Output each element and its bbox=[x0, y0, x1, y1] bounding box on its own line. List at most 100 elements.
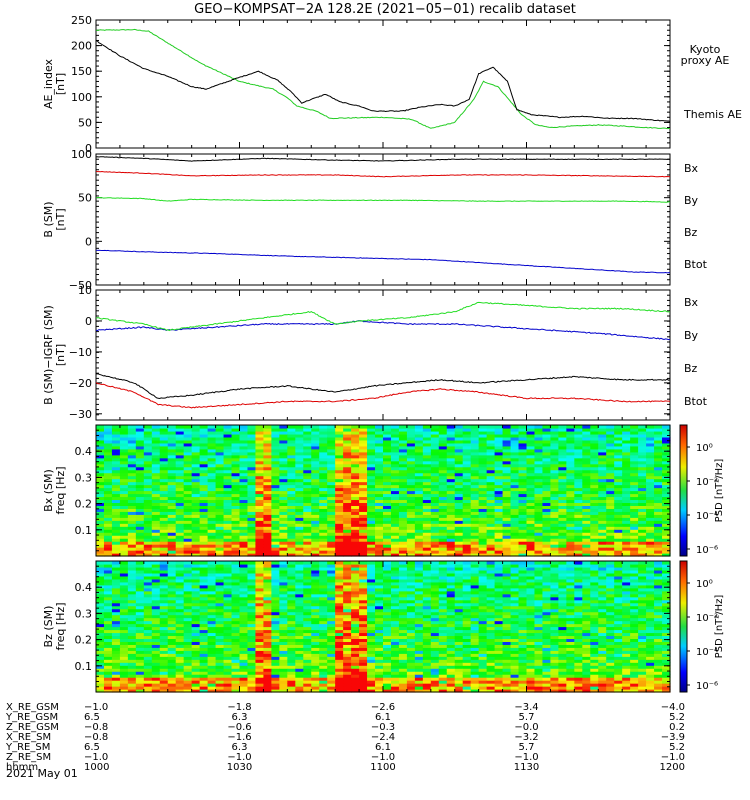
spectrogram-cell bbox=[167, 608, 177, 613]
spectrogram-cell bbox=[430, 448, 440, 453]
spectrogram-cell bbox=[103, 608, 113, 613]
spectrogram-cell bbox=[646, 493, 655, 498]
spectrogram-cell bbox=[590, 520, 599, 524]
spectrogram-cell bbox=[454, 499, 464, 504]
spectrogram-cell bbox=[343, 427, 352, 432]
spectrogram-cell bbox=[502, 466, 512, 471]
spectrogram-cell bbox=[119, 541, 129, 545]
spectrogram-cell bbox=[303, 662, 312, 666]
spectrogram-cell bbox=[143, 535, 153, 539]
spectrogram-cell bbox=[590, 445, 599, 450]
spectrogram-cell bbox=[103, 550, 113, 554]
spectrogram-cell bbox=[478, 514, 488, 518]
spectrogram-cell bbox=[143, 520, 153, 524]
spectrogram-cell bbox=[311, 484, 320, 489]
spectrogram-cell bbox=[367, 520, 376, 524]
spectrogram-cell bbox=[462, 478, 472, 483]
spectrogram-cell bbox=[510, 493, 520, 498]
spectrogram-cell bbox=[343, 463, 352, 468]
spectrogram-cell bbox=[111, 593, 121, 598]
spectrogram-cell bbox=[199, 532, 209, 536]
spectrogram-cell bbox=[462, 508, 472, 512]
spectrogram-cell bbox=[319, 490, 328, 495]
spectrogram-cell bbox=[566, 445, 575, 450]
spectrogram-cell bbox=[96, 653, 105, 657]
spectrogram-cell bbox=[518, 448, 528, 453]
spectrogram-cell bbox=[311, 566, 320, 571]
spectrogram-cell bbox=[135, 553, 145, 557]
spectrogram-cell bbox=[526, 427, 536, 432]
spectrogram-cell bbox=[119, 439, 129, 444]
spectrogram-cell bbox=[175, 635, 185, 640]
spectrogram-cell bbox=[406, 508, 416, 512]
spectrogram-cell bbox=[630, 499, 639, 504]
spectrogram-cell bbox=[574, 544, 583, 548]
spectrogram-cell bbox=[614, 511, 623, 515]
spectrogram-cell bbox=[183, 541, 193, 545]
spectrogram-cell bbox=[231, 499, 241, 504]
spectrogram-cell bbox=[175, 547, 185, 551]
spectrogram-cell bbox=[654, 538, 663, 542]
legend-btot: Btot bbox=[684, 258, 708, 271]
spectrogram-cell bbox=[239, 505, 249, 509]
spectrogram-cell bbox=[239, 563, 249, 568]
spectrogram-cell bbox=[215, 665, 225, 669]
spectrogram-cell bbox=[311, 514, 320, 518]
spectrogram-cell bbox=[558, 451, 567, 456]
spectrogram-cell bbox=[183, 686, 193, 690]
spectrogram-cell bbox=[223, 608, 233, 613]
spectrogram-cell bbox=[183, 463, 193, 468]
spectrogram-cell bbox=[287, 544, 296, 548]
spectrogram-cell bbox=[135, 668, 145, 672]
spectrogram-cell bbox=[175, 611, 185, 616]
spectrogram-cell bbox=[111, 508, 121, 512]
spectrogram-cell bbox=[351, 550, 360, 554]
spectrogram-cell bbox=[343, 484, 352, 489]
spectrogram-cell bbox=[215, 647, 225, 651]
spectrogram-cell bbox=[215, 544, 225, 548]
spectrogram-cell bbox=[558, 550, 567, 554]
spectrogram-cell bbox=[478, 478, 488, 483]
spectrogram-cell bbox=[534, 502, 544, 506]
spectrogram-cell bbox=[303, 644, 312, 648]
spectrogram-cell bbox=[359, 460, 368, 465]
spectrogram-cell bbox=[191, 635, 201, 640]
spectrogram-cell bbox=[295, 463, 304, 468]
spectrogram-cell bbox=[327, 508, 336, 512]
spectrogram-cell bbox=[135, 677, 145, 681]
spectrogram-cell bbox=[494, 472, 504, 477]
spectrogram-cell bbox=[470, 442, 480, 447]
spectrogram-cell bbox=[311, 538, 320, 542]
spectrogram-cell bbox=[398, 427, 408, 432]
spectrogram-cell bbox=[287, 442, 296, 447]
spectrogram-cell bbox=[327, 430, 336, 435]
spectrogram-cell bbox=[590, 425, 599, 429]
spectrogram-cell bbox=[335, 668, 344, 672]
spectrogram-cell bbox=[327, 451, 336, 456]
spectrogram-cell bbox=[287, 448, 296, 453]
spectrogram-cell bbox=[287, 623, 296, 628]
spectrogram-cell bbox=[175, 487, 185, 492]
spectrogram-cell bbox=[96, 544, 105, 548]
spectrogram-cell bbox=[127, 674, 137, 678]
spectrogram-cell bbox=[526, 460, 536, 465]
spectrogram-cell bbox=[383, 433, 392, 438]
spectrogram-cell bbox=[96, 626, 105, 631]
spectrogram-cell bbox=[566, 520, 575, 524]
spectrogram-cell bbox=[247, 502, 257, 506]
spectrogram-cell bbox=[183, 683, 193, 687]
spectrogram-cell bbox=[103, 569, 113, 574]
spectrogram-cell bbox=[287, 584, 296, 589]
spectrogram-cell bbox=[486, 454, 496, 459]
spectrogram-cell bbox=[295, 508, 304, 512]
spectrogram-cell bbox=[159, 499, 169, 504]
spectrogram-cell bbox=[582, 544, 591, 548]
spectrogram-cell bbox=[438, 529, 448, 533]
spectrogram-cell bbox=[383, 472, 392, 477]
spectrogram-cell bbox=[127, 529, 137, 533]
spectrogram-cell bbox=[239, 517, 249, 521]
spectrogram-cell bbox=[183, 490, 193, 495]
spectrogram-cell bbox=[231, 532, 241, 536]
spectrogram-cell bbox=[375, 427, 384, 432]
spectrogram-cell bbox=[175, 511, 185, 515]
